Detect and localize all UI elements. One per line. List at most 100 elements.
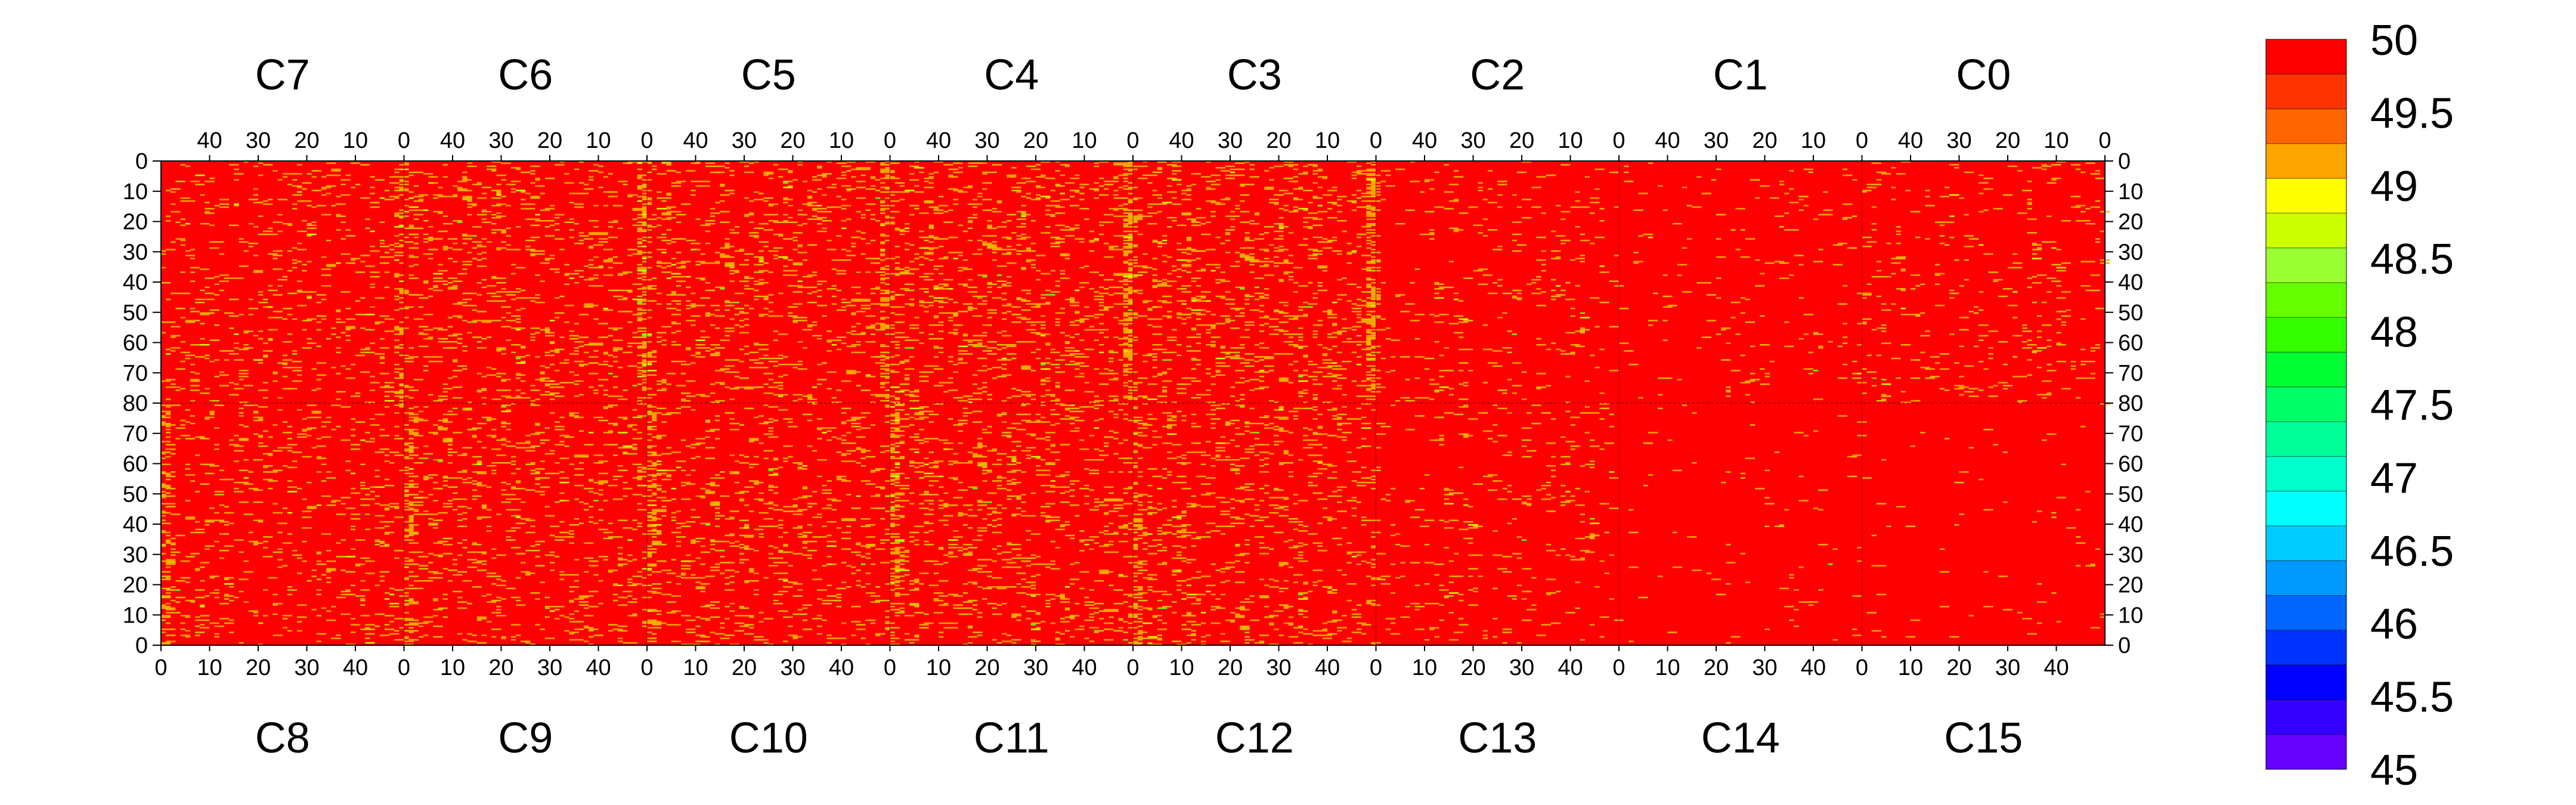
colorbar-segment — [2266, 352, 2346, 388]
y-tick-label: 0 — [2118, 149, 2131, 174]
top-x-tick-label: 10 — [829, 128, 854, 153]
y-tick-label: 40 — [2118, 512, 2143, 537]
top-x-tick-label: 30 — [974, 128, 999, 153]
y-tick-label: 10 — [123, 603, 148, 628]
top-x-tick-label: 30 — [246, 128, 271, 153]
top-x-tick-label: 10 — [1558, 128, 1583, 153]
top-x-tick-label: 0 — [884, 128, 896, 153]
top-x-tick-label: 0 — [1370, 128, 1382, 153]
top-panel-label-c2: C2 — [1470, 51, 1525, 99]
y-tick-label: 10 — [2118, 179, 2143, 205]
bottom-panel-label-c13: C13 — [1458, 714, 1537, 762]
heatmap-outlier-cells-1 — [161, 161, 2110, 645]
top-panel-label-c0: C0 — [1956, 51, 2011, 99]
colorbar-segment — [2266, 595, 2346, 631]
y-tick-label: 50 — [123, 301, 148, 326]
y-tick-label: 0 — [2118, 633, 2131, 658]
top-x-tick-label: 40 — [1412, 128, 1437, 153]
y-tick-label: 60 — [123, 331, 148, 356]
colorbar-label: 48.5 — [2370, 236, 2454, 283]
top-panel-label-c6: C6 — [498, 51, 553, 99]
bottom-x-tick-label: 20 — [488, 655, 513, 680]
colorbar-segment — [2266, 74, 2346, 110]
top-x-tick-label: 20 — [1023, 128, 1048, 153]
colorbar-segment — [2266, 699, 2346, 735]
top-x-tick-label: 20 — [1995, 128, 2020, 153]
y-tick-label: 20 — [123, 573, 148, 598]
bottom-x-tick-label: 0 — [1370, 655, 1382, 680]
colorbar-label: 47.5 — [2370, 382, 2454, 429]
top-x-tick-label: 30 — [1460, 128, 1485, 153]
bottom-x-tick-label: 0 — [640, 655, 653, 680]
bottom-x-tick-label: 0 — [1856, 655, 1868, 680]
y-tick-label: 50 — [2118, 482, 2143, 507]
top-x-tick-label: 0 — [1126, 128, 1139, 153]
colorbar-segment — [2266, 386, 2346, 422]
bottom-x-tick-label: 10 — [683, 655, 708, 680]
bottom-panel-label-c14: C14 — [1701, 714, 1780, 762]
top-x-tick-label: 20 — [1266, 128, 1291, 153]
colorbar-segment — [2266, 39, 2346, 75]
top-x-tick-label: 10 — [1801, 128, 1826, 153]
y-tick-label: 10 — [123, 179, 148, 205]
colorbar-segment — [2266, 213, 2346, 249]
bottom-x-tick-label: 10 — [1655, 655, 1680, 680]
bottom-x-tick-label: 10 — [197, 655, 222, 680]
bottom-x-tick-label: 20 — [1704, 655, 1729, 680]
bottom-x-tick-label: 20 — [732, 655, 757, 680]
top-x-tick-label: 30 — [488, 128, 513, 153]
top-x-tick-label: 30 — [732, 128, 757, 153]
colorbar-label: 49 — [2370, 163, 2418, 210]
bottom-x-tick-label: 30 — [780, 655, 805, 680]
bottom-x-tick-label: 20 — [1218, 655, 1243, 680]
y-tick-label: 70 — [2118, 361, 2143, 386]
y-tick-label: 50 — [123, 482, 148, 507]
colorbar-segment — [2266, 665, 2346, 701]
colorbar-segment — [2266, 561, 2346, 596]
top-x-tick-label: 0 — [640, 128, 653, 153]
colorbar-label: 48 — [2370, 309, 2418, 357]
top-panel-label-c5: C5 — [741, 51, 796, 99]
y-tick-label: 30 — [123, 240, 148, 265]
y-tick-label: 20 — [2118, 573, 2143, 598]
colorbar-border — [2265, 39, 2347, 770]
colorbar-segment — [2266, 456, 2346, 492]
top-x-tick-label: 20 — [1752, 128, 1777, 153]
bottom-x-tick-label: 0 — [1126, 655, 1139, 680]
top-x-tick-label: 10 — [343, 128, 368, 153]
top-x-tick-label: 0 — [1612, 128, 1625, 153]
bottom-x-tick-label: 30 — [1509, 655, 1534, 680]
top-x-tick-label: 40 — [926, 128, 951, 153]
bottom-panel-label-c9: C9 — [498, 714, 553, 762]
y-tick-label: 0 — [135, 149, 148, 174]
y-tick-label: 60 — [2118, 452, 2143, 477]
top-x-tick-label: 40 — [683, 128, 708, 153]
y-tick-label: 20 — [123, 210, 148, 235]
top-x-tick-label: 0 — [398, 128, 410, 153]
bottom-x-tick-label: 10 — [440, 655, 465, 680]
bottom-x-tick-label: 40 — [1072, 655, 1097, 680]
bottom-x-tick-label: 30 — [1266, 655, 1291, 680]
top-x-tick-label: 20 — [294, 128, 319, 153]
y-tick-label: 80 — [123, 391, 148, 416]
y-tick-label: 30 — [123, 543, 148, 568]
bottom-panel-label-c11: C11 — [974, 714, 1049, 762]
colorbar-segment — [2266, 491, 2346, 527]
y-tick-label: 60 — [2118, 331, 2143, 356]
bottom-x-tick-label: 30 — [1023, 655, 1048, 680]
y-tick-label: 0 — [135, 633, 148, 658]
bottom-x-tick-label: 40 — [586, 655, 611, 680]
bottom-x-tick-label: 40 — [343, 655, 368, 680]
bottom-x-tick-label: 40 — [1801, 655, 1826, 680]
colorbar-segment — [2266, 630, 2346, 665]
colorbar-label: 47 — [2370, 454, 2418, 502]
bottom-x-tick-label: 40 — [1315, 655, 1340, 680]
bottom-x-tick-label: 20 — [1460, 655, 1485, 680]
colorbar-segment — [2266, 422, 2346, 457]
top-x-tick-label: 0 — [1856, 128, 1868, 153]
bottom-x-tick-label: 40 — [1558, 655, 1583, 680]
top-x-tick-label: 40 — [1655, 128, 1680, 153]
y-tick-label: 40 — [123, 512, 148, 537]
y-tick-label: 70 — [123, 422, 148, 447]
